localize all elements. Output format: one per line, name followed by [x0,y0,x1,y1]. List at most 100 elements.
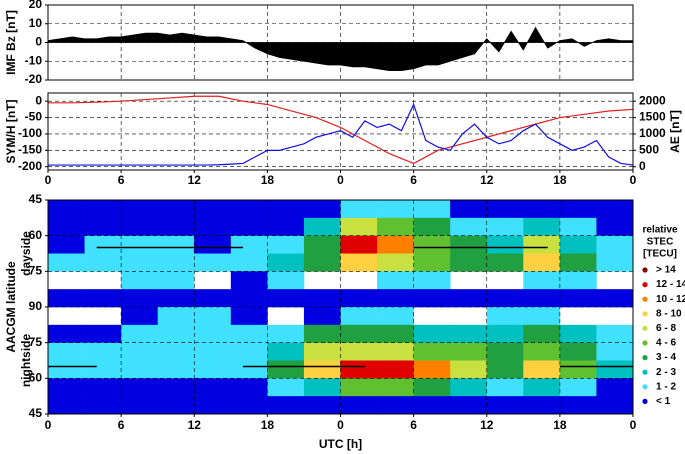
tec-cell [230,360,268,379]
tec-cell [194,217,232,236]
plot-frame [47,199,634,415]
tec-cell [450,378,488,397]
legend-swatch [642,369,648,375]
tec-cell [340,307,378,326]
tec-cell [340,324,378,343]
tec-cell [523,342,561,361]
x-tick-label: 12 [480,173,494,187]
tec-cell [48,289,85,308]
tec-cell [48,324,85,343]
tec-cell [413,378,451,397]
tec-cell [267,324,305,343]
tec-cell [450,396,488,415]
tec-cell [340,253,378,272]
tec-cell [303,217,341,236]
tec-cell [194,235,232,254]
tec-cell [377,307,414,326]
tec-cell [523,235,561,254]
tec-cell [523,360,561,379]
tec-cell [413,235,451,254]
tec-cell [84,235,122,254]
tec-cell [486,217,524,236]
x-tick-label: 6 [410,418,417,432]
y-tick-label: 0 [35,35,42,49]
legend-label: 3 - 4 [656,352,676,363]
tec-cell [267,253,305,272]
tec-cell [84,342,122,361]
tec-cell [303,253,341,272]
tec-cell [267,342,305,361]
tec-cell [48,342,85,361]
tec-cell [596,378,634,397]
tec-cell [267,271,305,290]
tec-cell [121,342,158,361]
x-tick-label: 0 [337,173,344,187]
tec-cell [340,217,378,236]
tec-cell [84,360,122,379]
tec-cell [559,200,597,219]
legend-swatch [642,296,648,302]
x-tick-label: 0 [630,418,637,432]
y-axis-label: SYM/H [nT] [4,100,18,164]
tec-cell [194,360,232,379]
x-tick-label: 18 [553,173,567,187]
tec-cell [559,289,597,308]
tec-cell [450,200,488,219]
tec-cell [450,289,488,308]
y2-tick-label: 1000 [639,126,666,140]
legend-swatch [642,311,648,317]
x-tick-label: 6 [410,173,417,187]
tec-cell [486,360,524,379]
tec-cell [377,271,414,290]
tec-cell [230,271,268,290]
tec-cell [157,289,195,308]
legend-label: 1 - 2 [656,381,676,392]
tec-cell [303,378,341,397]
tec-cell [84,378,122,397]
y-tick-label: 45 [29,406,43,420]
y-axis-label: AACGM latitude [4,261,18,353]
tec-cell [413,396,451,415]
y2-tick-label: 500 [639,143,659,157]
x-tick-label: 12 [188,418,202,432]
y-tick-label: -20 [25,72,43,86]
x-tick-label: 12 [480,418,494,432]
tec-cell [121,307,158,326]
y-axis-label: IMF Bz [nT] [4,10,18,75]
tec-cell [559,342,597,361]
tec-cell [559,324,597,343]
tec-cell [84,253,122,272]
tec-cell [303,307,341,326]
tec-cell [267,235,305,254]
tec-cell [340,396,378,415]
tec-cell [194,378,232,397]
tec-cell [121,324,158,343]
x-tick-label: 6 [118,173,125,187]
y-tick-label: -50 [25,110,43,124]
tec-cell [230,307,268,326]
tec-cell [303,342,341,361]
tec-cell [450,360,488,379]
plot-frame [47,4,634,81]
tec-cell [377,253,414,272]
tec-cell [194,396,232,415]
tec-cell [559,253,597,272]
tec-cell [377,200,414,219]
tec-cell [413,289,451,308]
tec-cell [486,378,524,397]
x-tick-label: 0 [45,173,52,187]
tec-cell [121,378,158,397]
x-tick-label: 18 [261,173,275,187]
tec-cell [230,378,268,397]
tec-cell [157,360,195,379]
y-tick-label: 90 [29,299,43,313]
tec-cell [486,253,524,272]
y-tick-label: 10 [29,16,43,30]
tec-cell [230,396,268,415]
tec-cell [230,217,268,236]
x-tick-label: 18 [553,418,567,432]
series-line [48,102,634,166]
tec-cell [596,396,634,415]
plot-frame [47,92,634,171]
x-tick-label: 6 [118,418,125,432]
